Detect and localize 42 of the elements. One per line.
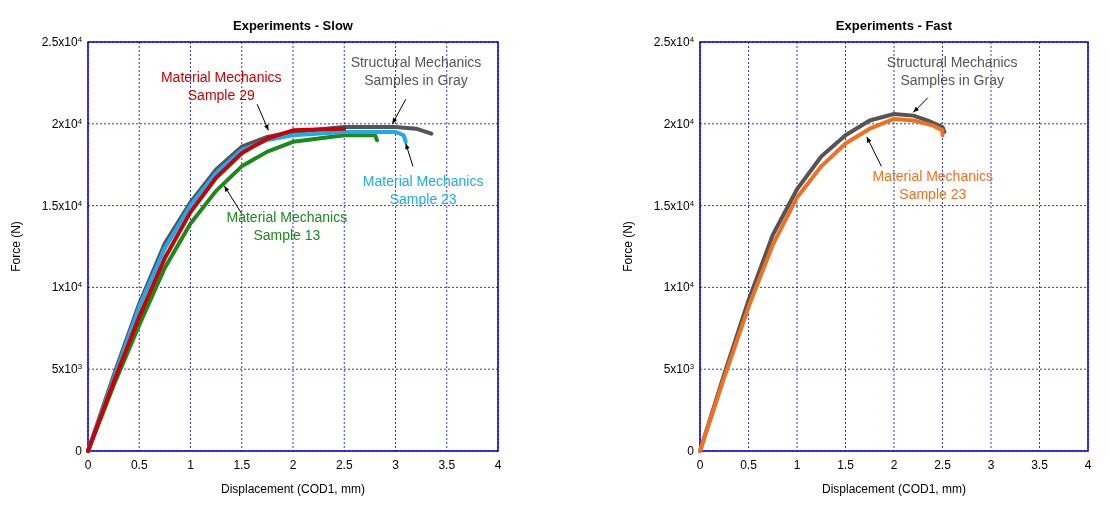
x-tick-label: 2.5 [335,458,353,472]
y-tick-label: 5x10$^{3}$ [51,361,82,377]
x-tick-label: 0.5 [740,458,758,472]
x-tick-label: 2.5 [934,458,952,472]
x-tick-label: 1 [187,458,195,472]
series-label: Structural Mechanics Samples in Gray [886,53,1018,88]
y-tick-label: 2x10$^{4}$ [663,116,695,131]
x-tick-label: 2 [289,458,297,472]
x-tick-label: 1 [793,458,801,472]
x-axis-title: Displacement (COD1, mm) [821,482,967,496]
y-axis-title: Force (N) [9,221,23,272]
x-tick-label: 3.5 [438,458,456,472]
y-tick-label: 1x10$^{4}$ [51,279,83,295]
x-tick-label: 3 [987,458,995,472]
x-tick-label: 2 [890,458,898,472]
x-tick-label: 1.5 [837,458,855,472]
y-axis-title: Force (N) [621,221,635,272]
y-tick-label: 0 [687,444,695,458]
x-tick-label: 0 [696,458,704,472]
x-tick-label: 4 [1084,458,1092,472]
x-tick-label: 0.5 [130,458,148,472]
y-tick-label: 2.5x10$^{4}$ [41,34,83,49]
y-tick-label: 1.5x10$^{4}$ [41,198,83,213]
text: Material Mechanics Sample 23 [872,168,994,203]
text: Material Mechanics Sample 29 [160,68,282,103]
y-tick-label: 2.5x10$^{4}$ [653,34,695,49]
chart-title: Experiments - Fast [835,18,953,33]
y-tick-label: 1x10$^{4}$ [663,279,695,295]
series-label: Material Mechanics Sample 13 [226,209,348,244]
x-tick-label: 3.5 [1031,458,1049,472]
x-tick-label: 1.5 [233,458,251,472]
x-tick-label: 0 [84,458,92,472]
x-tick-label: 3 [392,458,400,472]
y-tick-label: 2x10$^{4}$ [51,116,83,131]
chart-title: Experiments - Slow [233,18,354,33]
x-axis-title: Displacement (COD1, mm) [220,482,366,496]
text: Material Mechanics Sample 23 [362,173,484,208]
y-tick-label: 1.5x10$^{4}$ [653,198,695,213]
text: Structural Mechanics Samples in Gray [350,53,482,88]
y-tick-label: 5x10$^{3}$ [663,361,694,377]
y-tick-label: 0 [75,444,83,458]
x-tick-label: 4 [494,458,502,472]
